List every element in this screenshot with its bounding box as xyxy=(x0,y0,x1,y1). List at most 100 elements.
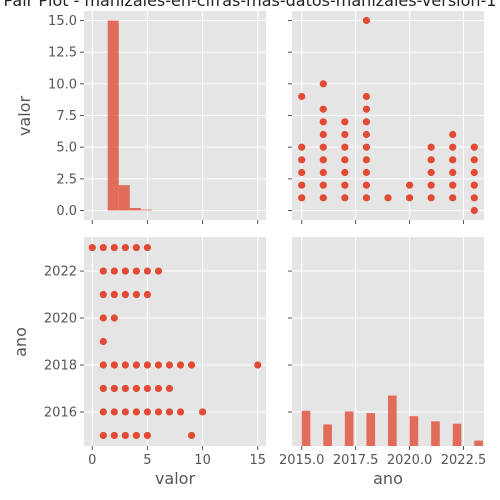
scatter-point xyxy=(154,408,163,416)
scatter-point xyxy=(154,267,163,275)
x-tick-label: 10 xyxy=(194,453,211,468)
y-tick-label: 2022 xyxy=(44,265,77,280)
scatter-point xyxy=(319,181,327,189)
scatter-point xyxy=(176,408,185,416)
scatter-point xyxy=(319,194,327,202)
scatter-point xyxy=(470,194,478,202)
scatter-point xyxy=(470,156,478,164)
y-tick-label: 2020 xyxy=(44,312,77,327)
scatter-point xyxy=(362,194,371,202)
histogram-bar xyxy=(431,421,440,446)
histogram-bar xyxy=(118,185,130,211)
scatter-point xyxy=(427,143,435,151)
scatter-point xyxy=(298,194,306,202)
y-tick-label: 12.5 xyxy=(48,46,77,61)
scatter-point xyxy=(143,267,152,275)
scatter-point xyxy=(470,168,478,177)
scatter-point xyxy=(405,181,414,189)
y-tick-label: 2.5 xyxy=(56,172,77,187)
scatter-point xyxy=(121,384,129,393)
histogram-bar xyxy=(366,413,376,446)
scatter-point xyxy=(362,105,371,113)
scatter-point xyxy=(143,408,152,416)
scatter-point xyxy=(154,361,163,369)
scatter-point xyxy=(110,431,118,440)
histogram-bar xyxy=(129,207,141,211)
scatter-point xyxy=(449,143,457,151)
scatter-point xyxy=(165,361,174,369)
scatter-point xyxy=(298,92,306,101)
scatter-point xyxy=(99,243,107,252)
panel-background xyxy=(84,237,266,446)
scatter-point xyxy=(121,243,129,252)
scatter-point xyxy=(143,431,152,440)
scatter-point xyxy=(110,243,118,252)
scatter-point xyxy=(470,143,478,151)
histogram-bar xyxy=(452,423,462,446)
scatter-point xyxy=(187,361,196,369)
scatter-point xyxy=(110,314,118,322)
x-tick-label: 2022.5 xyxy=(441,453,487,468)
scatter-point xyxy=(319,105,327,113)
scatter-point xyxy=(341,118,349,126)
scatter-point xyxy=(362,92,371,101)
scatter-point xyxy=(362,156,371,164)
scatter-point xyxy=(449,130,457,139)
scatter-point xyxy=(143,243,152,252)
scatter-point xyxy=(143,361,152,369)
scatter-point xyxy=(427,181,435,189)
histogram-bar xyxy=(107,20,119,211)
y-tick-label: 5.0 xyxy=(56,141,77,156)
scatter-point xyxy=(362,118,371,126)
scatter-point xyxy=(132,384,140,393)
scatter-point xyxy=(362,181,371,189)
scatter-point xyxy=(110,408,118,416)
scatter-point xyxy=(449,156,457,164)
scatter-point xyxy=(132,361,140,369)
y-tick-label: 0.0 xyxy=(56,204,77,219)
scatter-point xyxy=(405,194,414,202)
scatter-point xyxy=(362,168,371,177)
x-tick-label: 2017.5 xyxy=(333,453,379,468)
scatter-point xyxy=(319,168,327,177)
histogram-bar xyxy=(344,411,354,446)
histogram-bar xyxy=(323,424,332,446)
histogram-bar xyxy=(140,209,152,211)
scatter-point xyxy=(132,243,140,252)
panels: 0.0 2.5 5.0 7.5 10.0 12.5 15.0 2016 2018 2020 2022… xyxy=(11,11,486,488)
scatter-point xyxy=(341,130,349,139)
x-tick-label: 2020.0 xyxy=(387,453,433,468)
scatter-point xyxy=(132,290,140,299)
scatter-point xyxy=(449,168,457,177)
scatter-point xyxy=(298,181,306,189)
x-axis-label: valor xyxy=(155,469,196,488)
panel-ano-ano xyxy=(292,237,484,446)
scatter-point xyxy=(110,267,118,275)
y-axis-label: valor xyxy=(15,96,34,137)
x-tick-label: 0 xyxy=(88,453,96,468)
scatter-point xyxy=(99,290,107,299)
scatter-point xyxy=(341,194,349,202)
scatter-point xyxy=(449,194,457,202)
scatter-point xyxy=(165,384,174,393)
panel-valor-ano xyxy=(292,11,484,220)
scatter-point xyxy=(449,181,457,189)
scatter-point xyxy=(143,290,152,299)
scatter-point xyxy=(176,361,185,369)
scatter-point xyxy=(99,267,107,275)
scatter-point xyxy=(99,384,107,393)
scatter-point xyxy=(341,143,349,151)
scatter-point xyxy=(187,431,196,440)
y-tick-label: 2016 xyxy=(44,405,77,420)
scatter-point xyxy=(99,431,107,440)
y-tick-label: 10.0 xyxy=(48,77,77,92)
x-tick-label: 2015.0 xyxy=(279,453,325,468)
scatter-point xyxy=(362,143,371,151)
scatter-point xyxy=(319,156,327,164)
scatter-point xyxy=(341,156,349,164)
scatter-point xyxy=(99,361,107,369)
histogram-bar xyxy=(301,410,311,446)
scatter-point xyxy=(121,361,129,369)
panel-valor-valor xyxy=(84,11,266,220)
scatter-point xyxy=(121,290,129,299)
